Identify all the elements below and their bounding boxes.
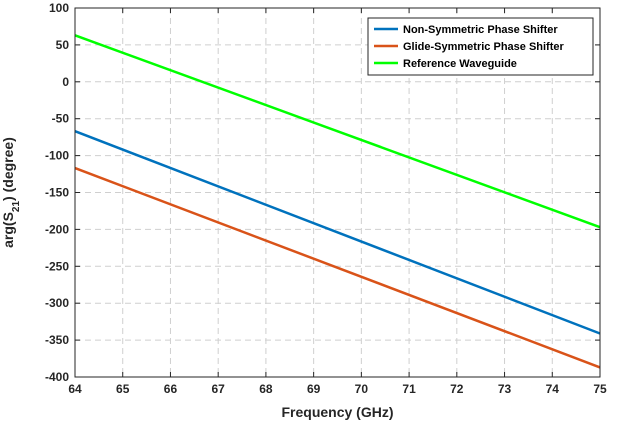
y-axis-label-suffix: ) (degree)	[0, 137, 16, 201]
legend-items: Non-Symmetric Phase Shifter Glide-Symmetr…	[374, 24, 564, 70]
x-tick-label: 71	[402, 382, 416, 396]
x-tick-label: 69	[307, 382, 321, 396]
legend-box	[367, 17, 594, 76]
legend-label: Reference Waveguide	[403, 58, 517, 70]
series-line-2	[74, 166, 601, 369]
legend-label: Glide-Symmetric Phase Shifter	[403, 41, 564, 53]
y-tick-labels: 100 50 0 -50 -100 -150 -200 -250 -300 -350 -400	[45, 1, 69, 384]
x-tick-label: 74	[546, 382, 560, 396]
legend: Non-Symmetric Phase Shifter Glide-Symmetr…	[367, 17, 594, 76]
legend-label: Non-Symmetric Phase Shifter	[403, 24, 558, 36]
legend-item-2: Glide-Symmetric Phase Shifter	[374, 41, 564, 53]
x-axis-label: Frequency (GHz)	[281, 404, 393, 420]
y-tick-label: -150	[45, 186, 69, 200]
legend-item-3: Reference Waveguide	[374, 58, 517, 70]
x-tick-label: 66	[164, 382, 178, 396]
y-axis-label-subscript: 21	[11, 201, 22, 213]
x-tick-label: 75	[593, 382, 607, 396]
x-tick-label: 70	[355, 382, 369, 396]
y-tick-label: -50	[52, 112, 70, 126]
y-tick-label: -350	[45, 333, 69, 347]
legend-item-1: Non-Symmetric Phase Shifter	[374, 24, 558, 36]
x-tick-label: 72	[450, 382, 464, 396]
y-axis-label-prefix: arg(S	[0, 212, 16, 248]
x-tick-labels: 64 65 66 67 68 69 70 71 72 73 74 75	[68, 382, 607, 396]
x-tick-label: 64	[68, 382, 82, 396]
y-tick-label: -250	[45, 259, 69, 273]
y-tick-label: -100	[45, 149, 69, 163]
y-tick-label: 100	[49, 1, 69, 15]
x-tick-label: 65	[116, 382, 130, 396]
y-tick-label: 50	[56, 38, 70, 52]
y-tick-label: -300	[45, 296, 69, 310]
x-tick-label: 73	[498, 382, 512, 396]
series-layer	[74, 34, 601, 369]
series-line-1	[74, 130, 601, 335]
y-tick-label: -200	[45, 222, 69, 236]
ticks	[74, 7, 601, 378]
y-tick-label: -400	[45, 370, 69, 384]
y-axis-label: arg(S21) (degree)	[0, 137, 22, 248]
y-tick-label: 0	[62, 75, 69, 89]
x-tick-label: 67	[212, 382, 226, 396]
x-tick-label: 68	[259, 382, 273, 396]
series-line-3	[74, 34, 601, 229]
